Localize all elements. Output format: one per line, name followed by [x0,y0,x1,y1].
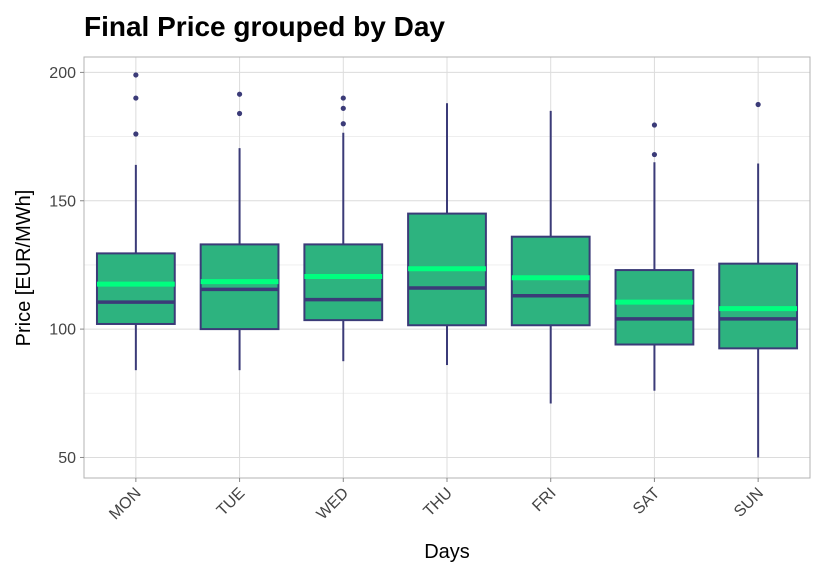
x-tick-label-sat: SAT [630,485,663,518]
x-tick-label-tue: TUE [214,485,249,520]
x-tick-label-wed: WED [314,485,352,523]
box [614,269,695,346]
box-group-sun [718,101,799,458]
x-tick-label-fri: FRI [529,485,559,515]
outlier-point [133,95,139,101]
y-axis-ticks: 50 100 150 200 [49,65,84,467]
outlier-point [133,131,139,137]
box [199,243,280,331]
y-tick-label: 50 [58,450,76,467]
y-tick-label: 150 [49,193,76,210]
outlier-point [651,122,658,128]
box [303,243,384,322]
outlier-point [651,151,658,158]
outlier-point [236,91,243,97]
x-tick-label-mon: MON [106,485,144,523]
box-group-thu [407,103,487,366]
box-group-fri [510,110,591,404]
box-group-wed [303,95,384,362]
outlier-point [755,101,761,108]
box [718,262,799,350]
outlier-point [340,105,346,111]
x-tick-label-sun: SUN [731,485,767,521]
outlier-point [340,121,346,127]
x-axis-title: Days [424,541,470,563]
y-tick-label: 100 [49,322,76,339]
box [510,235,591,327]
outlier-point [133,72,139,78]
box-group-sat [614,122,695,391]
x-tick-label-thu: THU [421,485,456,520]
y-axis-title: Price [EUR/MWh] [13,190,35,347]
box-group-mon [95,72,176,371]
outlier-point [340,95,346,101]
boxes-layer [95,72,799,458]
outlier-point [236,110,243,117]
box-group-tue [199,91,280,371]
x-axis-ticks: MON TUE WED THU FRI SAT SUN [106,478,767,523]
box [95,252,176,325]
chart-title: Final Price grouped by Day [84,11,445,42]
y-tick-label: 200 [49,65,76,82]
